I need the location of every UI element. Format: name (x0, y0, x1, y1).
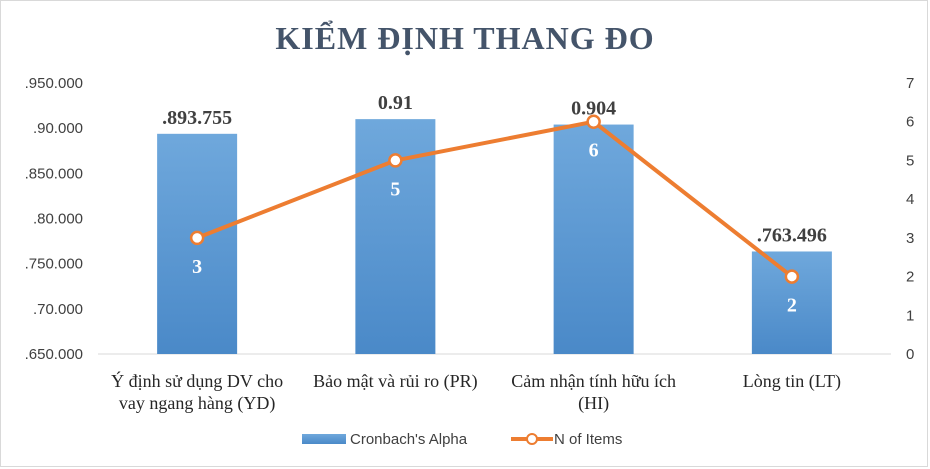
line-data-label: 6 (589, 140, 599, 162)
right-axis-tick-label: 6 (906, 114, 914, 131)
left-axis-tick-label: .650.000 (25, 346, 83, 363)
left-axis-tick-label: .70.000 (33, 301, 83, 318)
bar-data-label: .893.755 (162, 107, 232, 129)
legend-label-n-of-items: N of Items (554, 431, 622, 448)
legend-label-cronbach-alpha: Cronbach's Alpha (350, 431, 468, 448)
category-label: Lòng tin (LT) (743, 371, 841, 392)
line-series: 3 5 6 2 (189, 114, 800, 317)
right-axis-tick-label: 7 (906, 75, 914, 92)
category-label: Bảo mật và rủi ro (PR) (313, 371, 477, 392)
left-axis-tick-label: .90.000 (33, 120, 83, 137)
line-n-of-items (196, 119, 794, 279)
right-axis-tick-label: 4 (906, 191, 914, 208)
category-label: Cảm nhận tính hữu ích (HI) (511, 371, 676, 414)
chart-title: KIỂM ĐỊNH THANG ĐO (275, 20, 654, 56)
line-data-label: 5 (390, 178, 400, 200)
category-labels: Ý định sử dụng DV cho vay ngang hàng (YD)… (111, 370, 841, 414)
left-axis-tick-label: .950.000 (25, 75, 83, 92)
line-marker (189, 230, 205, 246)
bar-cronbach-alpha (553, 124, 634, 354)
right-axis-tick-label: 2 (906, 269, 914, 286)
line-marker (586, 114, 601, 129)
line-data-label: 3 (192, 256, 202, 278)
legend-swatch-marker (526, 433, 538, 445)
category-label: Ý định sử dụng DV cho vay ngang hàng (YD) (111, 370, 283, 414)
right-axis-tick-label: 3 (906, 230, 914, 247)
right-axis: 0 1 2 3 4 5 6 7 (906, 75, 914, 363)
right-axis-tick-label: 5 (906, 152, 914, 169)
right-axis-tick-label: 1 (906, 307, 914, 324)
bar-series: .893.755 0.91 0.904 .763.496 (157, 92, 832, 354)
left-axis-tick-label: .750.000 (25, 256, 83, 273)
bar-data-label: 0.904 (571, 98, 616, 120)
left-axis-tick-label: .80.000 (33, 211, 83, 228)
right-axis-tick-label: 0 (906, 346, 914, 363)
bar-data-label: .763.496 (757, 224, 827, 246)
legend: Cronbach's Alpha N of Items (302, 431, 622, 448)
line-data-label: 2 (787, 295, 797, 317)
legend-swatch-bar (302, 434, 346, 444)
bar-cronbach-alpha (751, 251, 832, 354)
bar-data-label: 0.91 (378, 92, 413, 114)
line-marker (388, 153, 403, 168)
line-marker (784, 269, 800, 284)
left-axis-tick-label: .850.000 (25, 165, 83, 182)
